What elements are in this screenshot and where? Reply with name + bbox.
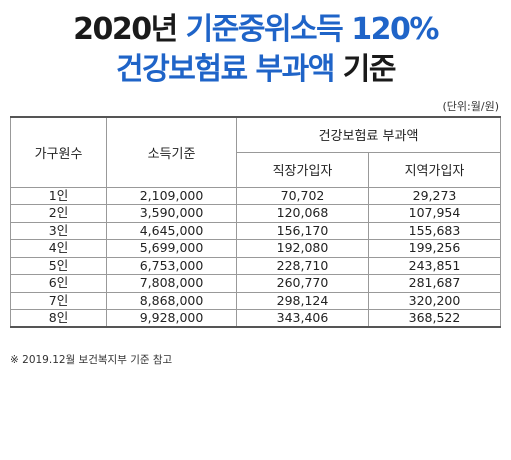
cell-employee: 343,406 <box>236 309 369 328</box>
cell-income: 4,645,000 <box>106 221 237 240</box>
cell-employee: 228,710 <box>236 256 369 275</box>
cell-regional: 320,200 <box>368 291 501 310</box>
title-criteria: 기준 <box>333 52 397 87</box>
cell-income: 9,928,000 <box>106 309 237 328</box>
header-premium-group: 건강보험료 부과액 <box>236 116 501 153</box>
header-income: 소득기준 <box>106 116 237 188</box>
premium-table: 가구원수 소득기준 건강보험료 부과액 직장가입자 지역가입자 1인 2,109… <box>10 116 501 328</box>
cell-income: 2,109,000 <box>106 186 237 205</box>
cell-household: 2인 <box>10 204 107 223</box>
title-median-income: 기준중위소득 120% <box>185 12 440 47</box>
cell-regional: 368,522 <box>368 309 501 328</box>
cell-household: 6인 <box>10 274 107 293</box>
table-row: 2인 3,590,000 120,068 107,954 <box>10 204 501 223</box>
header-employee: 직장가입자 <box>236 151 369 188</box>
cell-employee: 260,770 <box>236 274 369 293</box>
table-row: 3인 4,645,000 156,170 155,683 <box>10 221 501 240</box>
cell-regional: 281,687 <box>368 274 501 293</box>
header-household: 가구원수 <box>10 116 107 188</box>
source-note: ※ 2019.12월 보건복지부 기준 참고 <box>10 354 173 366</box>
cell-regional: 199,256 <box>368 239 501 258</box>
cell-regional: 29,273 <box>368 186 501 205</box>
table-row: 6인 7,808,000 260,770 281,687 <box>10 274 501 293</box>
header-regional: 지역가입자 <box>368 151 501 188</box>
table-row: 7인 8,868,000 298,124 320,200 <box>10 291 501 310</box>
title-line-1: 2020년 기준중위소득 120% <box>0 12 511 48</box>
cell-household: 7인 <box>10 291 107 310</box>
cell-employee: 156,170 <box>236 221 369 240</box>
table-row: 4인 5,699,000 192,080 199,256 <box>10 239 501 258</box>
table-row: 1인 2,109,000 70,702 29,273 <box>10 186 501 205</box>
title-line-2: 건강보험료 부과액 기준 <box>0 52 511 88</box>
cell-employee: 120,068 <box>236 204 369 223</box>
cell-household: 4인 <box>10 239 107 258</box>
unit-label: (단위:월/원) <box>442 100 499 113</box>
table-row: 5인 6,753,000 228,710 243,851 <box>10 256 501 275</box>
cell-employee: 298,124 <box>236 291 369 310</box>
cell-household: 3인 <box>10 221 107 240</box>
cell-income: 6,753,000 <box>106 256 237 275</box>
cell-regional: 155,683 <box>368 221 501 240</box>
cell-regional: 243,851 <box>368 256 501 275</box>
cell-household: 5인 <box>10 256 107 275</box>
cell-household: 8인 <box>10 309 107 328</box>
title-premium: 건강보험료 부과액 <box>116 52 335 87</box>
cell-income: 7,808,000 <box>106 274 237 293</box>
cell-employee: 70,702 <box>236 186 369 205</box>
cell-household: 1인 <box>10 186 107 205</box>
cell-income: 3,590,000 <box>106 204 237 223</box>
table-row: 8인 9,928,000 343,406 368,522 <box>10 309 501 328</box>
cell-income: 5,699,000 <box>106 239 237 258</box>
title-year: 2020년 <box>73 12 186 47</box>
cell-income: 8,868,000 <box>106 291 237 310</box>
cell-regional: 107,954 <box>368 204 501 223</box>
cell-employee: 192,080 <box>236 239 369 258</box>
